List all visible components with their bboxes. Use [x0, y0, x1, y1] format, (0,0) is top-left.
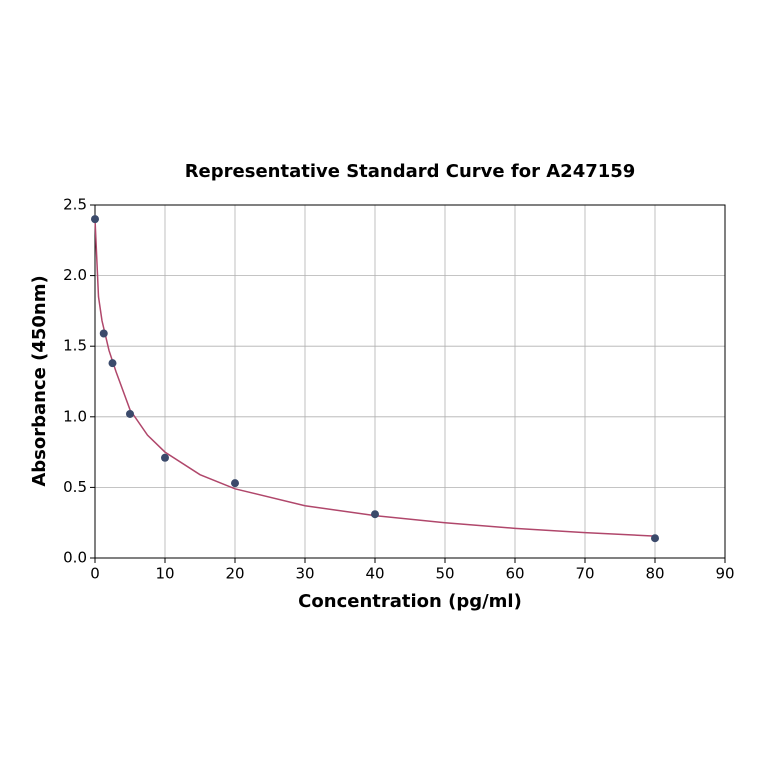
x-axis-label: Concentration (pg/ml)	[298, 591, 522, 612]
x-tick-label: 50	[435, 565, 454, 583]
x-tick-label: 40	[365, 565, 384, 583]
x-tick-label: 30	[295, 565, 314, 583]
data-point	[161, 453, 169, 462]
y-tick-label: 1.5	[63, 337, 87, 355]
y-tick-label: 1.0	[63, 407, 87, 425]
data-point	[371, 510, 379, 519]
x-tick-label: 60	[505, 565, 524, 583]
x-tick-label: 70	[575, 565, 594, 583]
chart-title: Representative Standard Curve for A24715…	[185, 161, 636, 182]
y-tick-label: 2.0	[63, 266, 87, 284]
data-point	[91, 215, 99, 224]
x-tick-label: 0	[90, 565, 100, 583]
x-tick-label: 80	[645, 565, 664, 583]
data-point	[99, 329, 108, 338]
y-tick-label: 2.5	[63, 196, 87, 214]
x-tick-label: 90	[715, 565, 734, 583]
data-point	[108, 359, 117, 368]
y-tick-label: 0.0	[63, 549, 87, 567]
data-point	[231, 479, 239, 488]
data-point	[651, 534, 659, 543]
plot-frame	[94, 204, 726, 559]
y-axis-label: Absorbance (450nm)	[29, 275, 50, 486]
x-tick-label: 10	[155, 565, 174, 583]
y-tick-label: 0.5	[63, 478, 87, 496]
data-point	[126, 409, 134, 418]
x-tick-label: 20	[225, 565, 244, 583]
